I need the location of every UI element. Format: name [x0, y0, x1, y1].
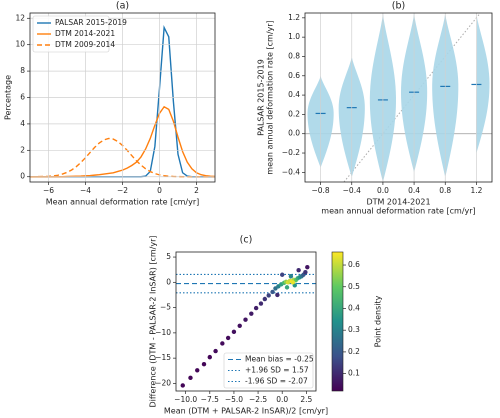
x-tick-label: −7.5 [201, 395, 219, 404]
colorbar-tick-label: 0.4 [348, 303, 360, 312]
x-tick-label: −0.8 [311, 186, 329, 195]
legend-label: PALSAR 2015-2019 [55, 18, 127, 27]
x-tick-label: 0.8 [439, 186, 451, 195]
point [270, 289, 275, 295]
x-tick-label: −2.5 [249, 395, 267, 404]
x-axis-label: mean annual deformation rate [cm/yr] [321, 207, 475, 216]
point [225, 335, 231, 341]
y-tick-label: 5 [166, 252, 171, 261]
point [275, 292, 280, 298]
colorbar-tick-label: 0.2 [348, 347, 360, 356]
x-tick-label: −4 [80, 186, 91, 195]
point [280, 272, 285, 277]
point [288, 274, 294, 279]
plot-area [176, 264, 316, 388]
x-axis-label: DTM 2014-2021 [366, 198, 430, 207]
legend-box [32, 15, 110, 53]
y-tick-label: −15 [155, 353, 171, 362]
point [237, 323, 242, 328]
point [201, 362, 207, 367]
point [188, 375, 193, 381]
chart-title: (b) [392, 1, 405, 12]
point [180, 383, 185, 388]
x-tick-label: 0.4 [408, 186, 420, 195]
colorbar-label: Point density [374, 295, 383, 347]
legend-label: DTM 2014-2021 [55, 29, 115, 38]
x-tick-label: −2 [117, 186, 128, 195]
point [290, 280, 296, 285]
y-tick-label: −0.4 [282, 167, 300, 176]
y-tick-label: 0.8 [288, 51, 300, 60]
y-tick-label: 0.2 [288, 109, 300, 118]
point [266, 293, 271, 298]
x-tick-label: −10.0 [174, 395, 197, 404]
y-tick-label: 2 [20, 145, 25, 154]
x-tick-label: 2.5 [300, 395, 312, 404]
y-tick-label: −5 [160, 303, 171, 312]
x-tick-label: 0 [157, 186, 162, 195]
x-tick-label: −0.4 [343, 186, 361, 195]
axes-frame [29, 12, 216, 183]
y-axis-label: Percentage [4, 75, 13, 120]
y-tick-label: 0 [20, 172, 25, 181]
y-tick-label: 10 [15, 40, 25, 49]
x-tick-label: 0.0 [377, 186, 389, 195]
y-tick-label: 0.4 [288, 90, 300, 99]
legend-label: Mean bias = -0.25 [245, 355, 314, 364]
y-tick-label: 0.6 [288, 71, 300, 80]
y-tick-label: 1.2 [288, 13, 300, 22]
x-tick-label: −6 [43, 186, 54, 195]
y-axis-label: mean annual deformation rate [cm/yr] [266, 20, 275, 174]
y-axis-label: PALSAR 2015-2019 [257, 59, 266, 136]
x-tick-label: 0.0 [276, 395, 288, 404]
point [284, 285, 290, 290]
y-tick-label: 12 [15, 13, 25, 22]
point [296, 267, 301, 273]
legend-label: +1.96 SD = 1.57 [245, 366, 309, 375]
x-tick-label: 1.2 [470, 186, 482, 195]
y-tick-label: 0 [166, 277, 171, 286]
y-tick-label: −10 [155, 328, 171, 337]
legend-label: -1.96 SD = -2.07 [245, 377, 308, 386]
chart-title: (c) [240, 235, 253, 246]
colorbar-tick-label: 0.6 [348, 260, 360, 269]
x-tick-label: 2 [194, 186, 199, 195]
chart-title: (a) [116, 1, 129, 12]
colorbar-tick-label: 0.5 [348, 282, 360, 291]
point [305, 264, 310, 270]
colorbar [331, 251, 344, 392]
colorbar-tick-label: 0.3 [348, 325, 360, 334]
y-tick-label: −0.2 [282, 148, 300, 157]
point [262, 296, 268, 302]
violin [476, 17, 490, 154]
point [303, 270, 308, 275]
point [243, 317, 248, 322]
y-tick-label: 6 [20, 93, 25, 102]
point [231, 329, 237, 335]
axes-frame [175, 251, 317, 392]
y-axis-label: Difference (DTM - PALSAR-2 InSAR) [cm/yr… [149, 235, 158, 407]
point [249, 311, 254, 316]
y-tick-label: −20 [155, 378, 171, 387]
point [258, 301, 264, 306]
point [253, 305, 259, 311]
legend-box [223, 352, 314, 389]
y-tick-label: 0.0 [288, 129, 300, 138]
point [207, 354, 212, 360]
x-axis-label: Mean annual deformation rate [cm/yr] [46, 198, 200, 207]
y-tick-label: 4 [20, 119, 25, 128]
y-tick-label: 1.0 [288, 32, 300, 41]
point [220, 341, 225, 346]
x-tick-label: −5.0 [225, 395, 243, 404]
colorbar-tick-label: 0.1 [348, 369, 360, 378]
x-axis-label: Mean (DTM + PALSAR-2 InSAR)/2 [cm/yr] [164, 407, 328, 416]
y-tick-label: 8 [20, 66, 25, 75]
plot-area [305, 13, 492, 182]
point [213, 348, 218, 354]
axes-frame [304, 12, 493, 183]
legend-label: DTM 2009-2014 [55, 40, 115, 49]
point [195, 368, 200, 373]
